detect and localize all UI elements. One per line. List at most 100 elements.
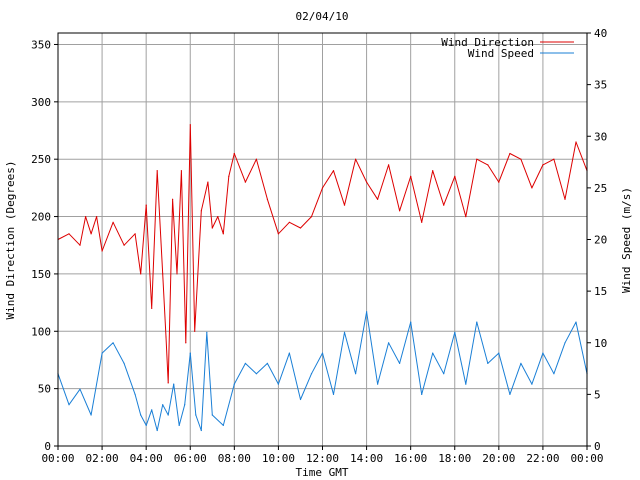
legend-label-wind-direction: Wind Direction xyxy=(441,36,534,49)
data-point-wind-speed xyxy=(189,352,191,354)
data-point-wind-direction xyxy=(165,336,167,338)
y-left-tick-label: 350 xyxy=(31,38,51,51)
series-line-wind-direction xyxy=(57,124,588,384)
data-point-wind-direction xyxy=(366,181,368,183)
series-layer xyxy=(57,124,588,432)
data-point-wind-direction xyxy=(156,170,158,172)
data-point-wind-direction xyxy=(68,233,70,235)
data-point-wind-speed xyxy=(553,373,555,375)
series-line-wind-speed xyxy=(57,311,588,431)
data-point-wind-speed xyxy=(244,362,246,364)
data-point-wind-speed xyxy=(134,393,136,395)
data-point-wind-direction xyxy=(145,204,147,206)
data-point-wind-speed xyxy=(321,352,324,354)
data-point-wind-direction xyxy=(222,233,224,235)
data-point-wind-direction xyxy=(85,216,87,218)
data-point-wind-direction xyxy=(172,198,174,200)
data-point-wind-direction xyxy=(134,233,136,235)
data-point-wind-direction xyxy=(432,170,434,172)
data-point-wind-speed xyxy=(531,383,533,385)
data-point-wind-speed xyxy=(399,362,401,364)
x-tick-label: 08:00 xyxy=(218,452,251,465)
data-point-wind-speed xyxy=(454,331,456,333)
data-point-wind-speed xyxy=(443,373,445,375)
data-point-wind-speed xyxy=(355,373,357,375)
data-point-wind-direction xyxy=(180,170,182,172)
data-point-wind-direction xyxy=(310,216,313,218)
data-point-wind-speed xyxy=(123,362,125,364)
y-right-tick-label: 40 xyxy=(594,27,607,40)
data-point-wind-direction xyxy=(531,187,533,189)
y-left-tick-label: 300 xyxy=(31,96,51,109)
data-point-wind-speed xyxy=(178,424,180,426)
data-point-wind-direction xyxy=(498,181,500,183)
data-point-wind-direction xyxy=(321,187,324,189)
data-point-wind-direction xyxy=(575,141,577,143)
data-point-wind-direction xyxy=(167,382,169,384)
data-point-wind-direction xyxy=(189,124,191,126)
data-point-wind-speed xyxy=(487,362,489,364)
data-point-wind-direction xyxy=(207,181,209,183)
x-tick-label: 14:00 xyxy=(350,452,383,465)
data-point-wind-direction xyxy=(443,204,445,206)
data-point-wind-speed xyxy=(206,331,208,333)
data-point-wind-direction xyxy=(388,164,390,166)
data-point-wind-speed xyxy=(222,424,224,426)
data-point-wind-direction xyxy=(233,152,235,155)
data-point-wind-speed xyxy=(509,393,511,395)
x-tick-label: 02:00 xyxy=(86,452,119,465)
data-point-wind-speed xyxy=(200,429,202,432)
data-point-wind-direction xyxy=(194,330,196,332)
data-point-wind-direction xyxy=(399,210,401,212)
data-point-wind-speed xyxy=(79,388,81,390)
data-point-wind-speed xyxy=(476,321,478,323)
y-left-tick-label: 50 xyxy=(38,383,51,396)
data-point-wind-direction xyxy=(377,198,379,200)
data-point-wind-speed xyxy=(366,311,368,313)
data-point-wind-speed xyxy=(410,321,412,323)
data-point-wind-direction xyxy=(90,233,92,235)
x-axis-label: Time GMT xyxy=(296,466,349,479)
data-point-wind-direction xyxy=(410,175,412,177)
data-point-wind-direction xyxy=(96,216,98,218)
y-axis-left-label: Wind Direction (Degrees) xyxy=(4,161,17,320)
data-point-wind-speed xyxy=(184,404,186,406)
data-point-wind-direction xyxy=(454,175,456,177)
data-point-wind-speed xyxy=(173,383,175,385)
legend-label-wind-speed: Wind Speed xyxy=(468,47,534,60)
data-point-wind-speed xyxy=(343,331,346,333)
data-point-wind-speed xyxy=(145,424,147,426)
data-point-wind-direction xyxy=(185,342,187,344)
y-right-tick-label: 10 xyxy=(594,337,607,350)
data-point-wind-direction xyxy=(211,227,213,229)
data-point-wind-direction xyxy=(421,221,423,223)
data-point-wind-direction xyxy=(553,158,555,160)
x-tick-label: 20:00 xyxy=(482,452,515,465)
x-tick-label: 00:00 xyxy=(41,452,74,465)
data-point-wind-direction xyxy=(355,158,357,160)
data-point-wind-direction xyxy=(123,244,125,246)
data-point-wind-speed xyxy=(90,414,92,416)
data-point-wind-speed xyxy=(255,373,257,375)
y-left-tick-label: 150 xyxy=(31,268,51,281)
data-point-wind-speed xyxy=(162,404,164,406)
y-axis-right-label: Wind Speed (m/s) xyxy=(620,187,633,293)
data-point-wind-direction xyxy=(112,221,114,223)
data-point-wind-speed xyxy=(288,352,290,354)
x-tick-label: 16:00 xyxy=(394,452,427,465)
data-point-wind-direction xyxy=(176,273,178,275)
data-point-wind-speed xyxy=(299,398,302,401)
x-tick-label: 00:00 xyxy=(570,452,603,465)
data-point-wind-speed xyxy=(112,342,114,344)
y-left-tick-label: 0 xyxy=(44,440,51,453)
data-point-wind-direction xyxy=(266,198,268,200)
data-point-wind-speed xyxy=(140,414,142,416)
tick-layer: 00:00 02:00 04:00 06:00 08:00 10:00 12:00 14:00… xyxy=(31,27,607,465)
x-tick-label: 04:00 xyxy=(130,452,163,465)
data-point-wind-direction xyxy=(476,158,478,160)
data-point-wind-direction xyxy=(288,221,290,223)
data-point-wind-direction xyxy=(255,158,257,160)
y-right-tick-label: 0 xyxy=(594,440,601,453)
